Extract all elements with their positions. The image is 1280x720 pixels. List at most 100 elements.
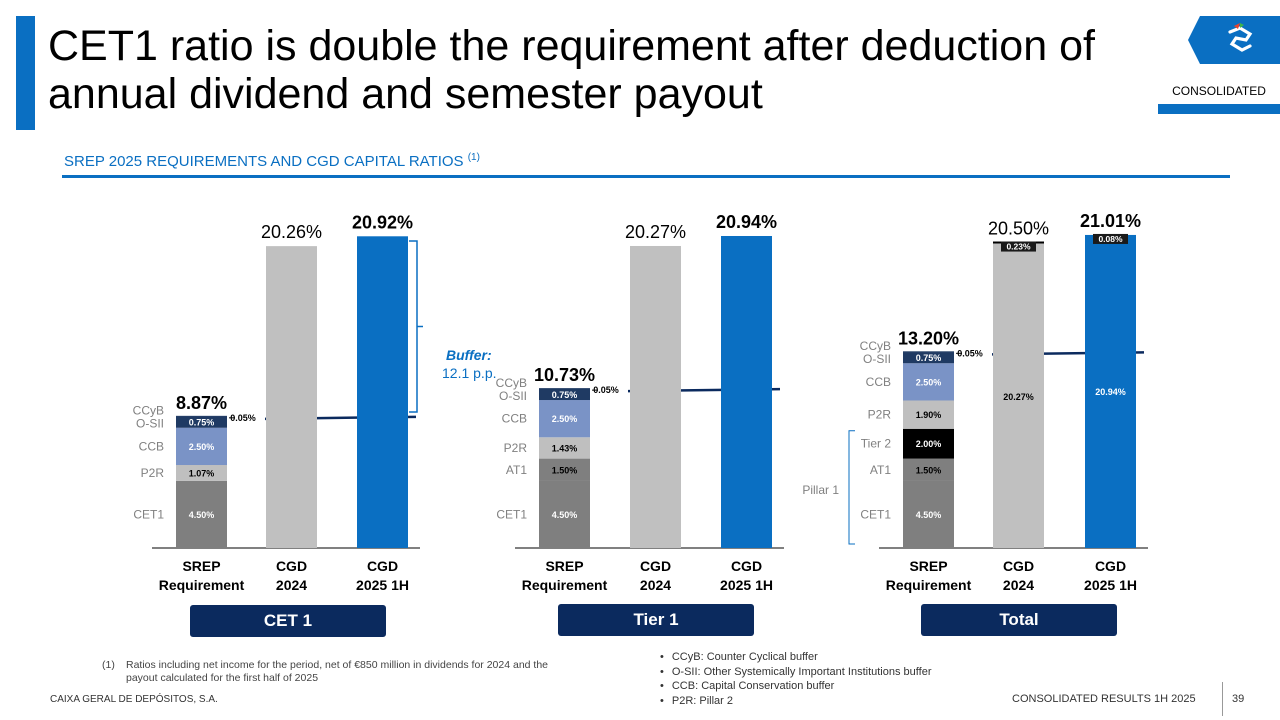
segment-label: CCB (502, 412, 527, 426)
bar-segment-p2r (539, 437, 590, 459)
group-button-total[interactable]: Total (921, 604, 1117, 636)
data-label: 2.00% (916, 439, 942, 449)
list-item: CCyB: Counter Cyclical buffer (660, 650, 931, 665)
buffer-label: Buffer: (446, 347, 492, 363)
subtitle-note: (1) (467, 152, 480, 163)
category-label: Requirement (159, 577, 245, 593)
bar-segment-ccyb (539, 388, 590, 390)
bar-total-label: 20.50% (988, 219, 1049, 239)
category-label: CGD (1003, 558, 1034, 574)
data-label: 0.05% (230, 413, 256, 423)
category-label: SREP (909, 558, 947, 574)
data-label: 4.50% (552, 510, 578, 520)
page-number: 39 (1232, 693, 1245, 705)
data-label: 1.50% (916, 465, 942, 475)
footer-company: CAIXA GERAL DE DEPÓSITOS, S.A. (50, 694, 218, 705)
bar-cgd-2024 (993, 245, 1044, 549)
bar-segment-o-sii (176, 416, 227, 428)
bar-segment-o-sii (903, 352, 954, 364)
pillar1-bracket (848, 430, 855, 545)
category-label: Requirement (886, 577, 972, 593)
segment-label: CCB (866, 375, 891, 389)
bar-segment-p2r (903, 400, 954, 429)
segment-label: O-SII (136, 417, 164, 431)
data-label: 20.27% (1003, 392, 1034, 402)
data-label: 0.75% (189, 418, 215, 428)
category-label: 2025 1H (356, 577, 409, 593)
segment-label: CET1 (860, 507, 891, 521)
abbreviation-list: CCyB: Counter Cyclical buffer O-SII: Oth… (660, 650, 932, 708)
bar-segment-ccyb (903, 351, 954, 353)
top-label-box (1093, 233, 1128, 244)
bar-total-label: 8.87% (176, 393, 227, 413)
page-title: CET1 ratio is double the requirement aft… (48, 22, 1095, 118)
data-label: 1.07% (189, 468, 215, 478)
section-subtitle: SREP 2025 REQUIREMENTS AND CGD CAPITAL R… (64, 152, 480, 170)
accent-bar (16, 16, 35, 130)
category-label: SREP (545, 558, 583, 574)
list-item: CCB: Capital Conservation buffer (660, 679, 931, 694)
bar-segment-at1 (539, 458, 590, 481)
data-label: 2.50% (552, 414, 578, 424)
segment-label: AT1 (870, 463, 891, 477)
bar-cgd-2025 (1085, 234, 1136, 549)
data-label: 0.75% (916, 353, 942, 363)
pillar1-label: Pillar 1 (802, 483, 839, 497)
bar-total-label: 21.01% (1080, 211, 1141, 231)
buffer-bracket (409, 240, 418, 413)
bar-total-label: 20.26% (261, 222, 322, 242)
category-label: Requirement (522, 577, 608, 593)
category-label: 2024 (1003, 577, 1034, 593)
bar-segment-p2r (176, 465, 227, 481)
subtitle-underline (62, 175, 1230, 178)
bar-total-label: 10.73% (534, 365, 595, 385)
category-label: 2024 (640, 577, 671, 593)
segment-label: CCB (139, 439, 164, 453)
segment-label: O-SII (499, 389, 527, 403)
category-label: CGD (367, 558, 398, 574)
footnote-text: Ratios including net income for the peri… (126, 659, 549, 684)
bar-segment-ccyb (176, 415, 227, 417)
bar-cgd-2025 (721, 235, 772, 548)
segment-label: P2R (141, 466, 165, 480)
bar-total-label: 13.20% (898, 328, 959, 348)
data-label: 2.50% (189, 442, 215, 452)
bar-segment-o-sii (539, 388, 590, 401)
data-label: 0.23% (1006, 242, 1031, 252)
segment-label: CCyB (496, 376, 527, 390)
data-label: 1.90% (916, 410, 942, 420)
segment-label: P2R (504, 441, 528, 455)
cgd-logo-icon (1228, 23, 1253, 52)
category-label: CGD (276, 558, 307, 574)
category-label: SREP (182, 558, 220, 574)
bar-total-label: 20.94% (716, 212, 777, 232)
bar-segment-ccb (903, 363, 954, 401)
segment-label: P2R (868, 408, 892, 422)
category-label: 2025 1H (720, 577, 773, 593)
buffer-value: 12.1 p.p. (442, 365, 497, 381)
segment-label: O-SII (863, 352, 891, 366)
logo-notch (1188, 16, 1200, 64)
bar-total-label: 20.27% (625, 222, 686, 242)
data-label: 1.43% (552, 443, 578, 453)
data-label: 0.75% (552, 390, 578, 400)
cgd-logo (1200, 16, 1280, 64)
bar-cgd-2024 (266, 246, 317, 548)
bar-segment-ccb (539, 400, 590, 438)
bar-segment-ccb (176, 427, 227, 466)
data-label: 0.05% (957, 348, 983, 358)
bar-segment-at1 (903, 458, 954, 481)
data-label: 1.50% (552, 465, 578, 475)
bar-cgd-2025 (357, 236, 408, 549)
segment-label: CCyB (133, 404, 164, 418)
category-label: CGD (640, 558, 671, 574)
category-label: 2025 1H (1084, 577, 1137, 593)
data-label: 2.50% (916, 377, 942, 387)
consolidated-badge: CONSOLIDATED (1172, 84, 1266, 98)
bar-segment-cet1 (176, 480, 227, 548)
group-button-tier1[interactable]: Tier 1 (558, 604, 754, 636)
data-label: 0.05% (593, 385, 619, 395)
subtitle-text: SREP 2025 REQUIREMENTS AND CGD CAPITAL R… (64, 153, 464, 170)
group-button-cet1[interactable]: CET 1 (190, 605, 386, 637)
